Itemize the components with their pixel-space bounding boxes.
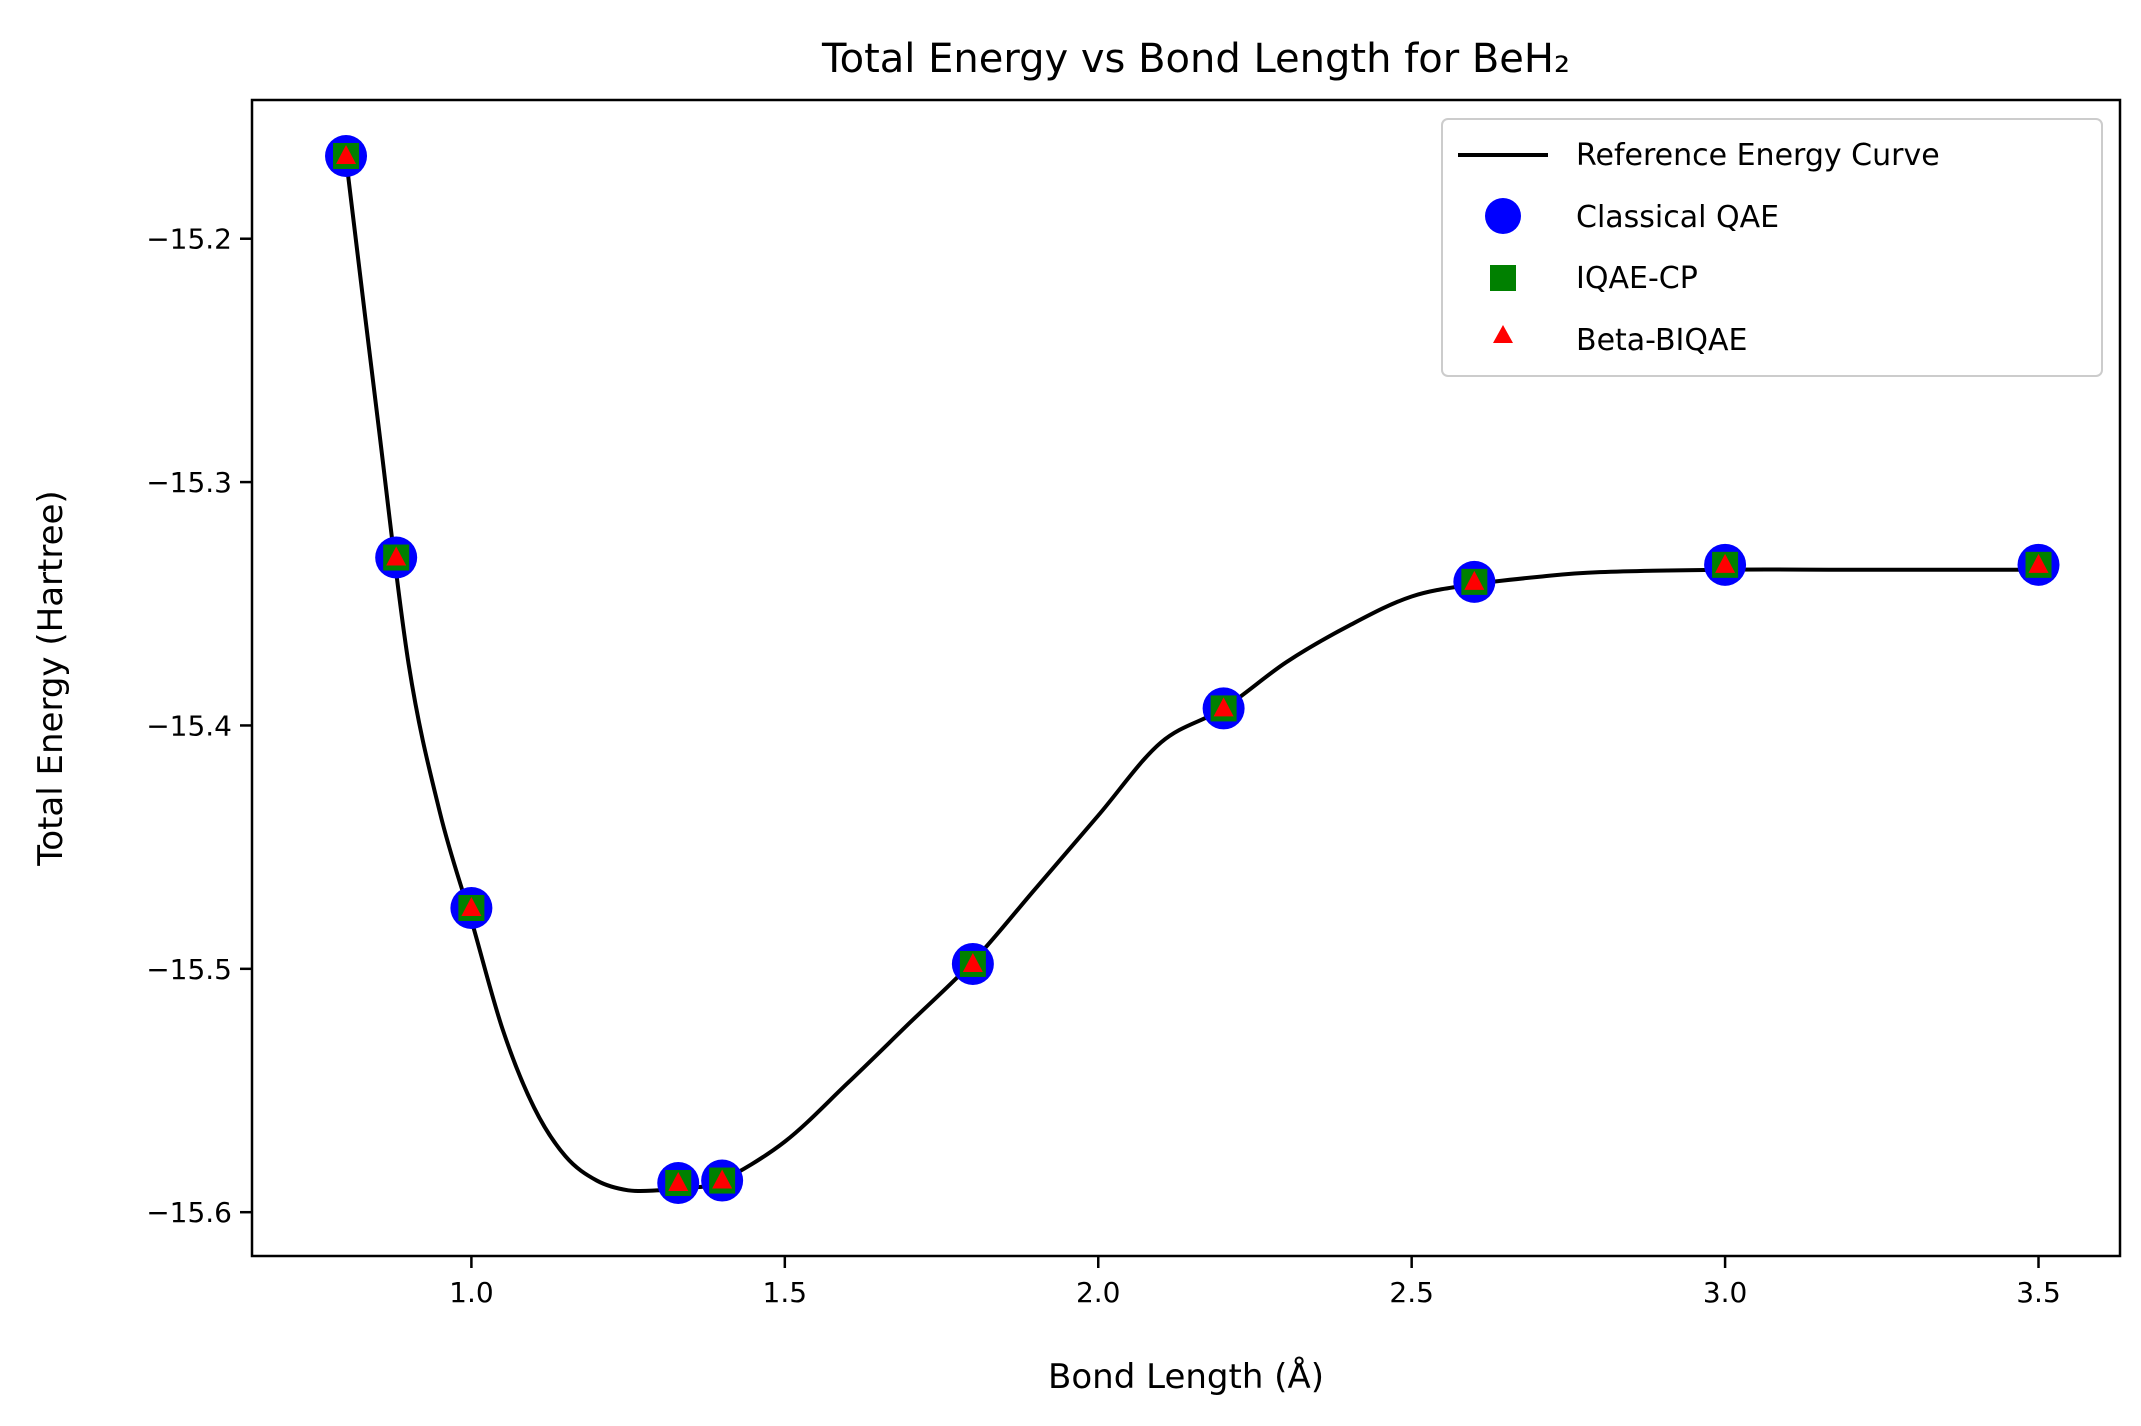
reference-curve-layer	[344, 158, 2039, 1194]
x-tick-label: 1.5	[763, 1276, 808, 1309]
legend-box	[1441, 118, 2103, 377]
legend-circle-icon	[1485, 198, 1521, 234]
beta-biqae-point	[962, 952, 983, 972]
reference-energy-curve	[344, 158, 2039, 1194]
legend-triangle-icon	[1493, 325, 1513, 343]
x-tick-label: 3.5	[2016, 1276, 2061, 1309]
beta-biqae-point	[2028, 553, 2049, 573]
beta-biqae-point	[712, 1169, 733, 1189]
legend-label-classical: Classical QAE	[1576, 200, 1779, 235]
beta-biqae-point	[336, 144, 357, 164]
x-tick-label: 2.0	[1076, 1276, 1121, 1309]
chart-title: Total Energy vs Bond Length for BeH₂	[821, 36, 1570, 82]
x-tick-label: 1.0	[449, 1276, 494, 1309]
beta-biqae-point	[1213, 697, 1234, 717]
beta-biqae-point	[386, 546, 407, 566]
x-axis-label: Bond Length (Å)	[1048, 1356, 1324, 1397]
y-axis-label: Total Energy (Hartree)	[31, 490, 71, 866]
beta-biqae-point	[1715, 553, 1736, 573]
legend: Reference Energy Curve Classical QAE IQA…	[1441, 118, 2103, 377]
legend-label-reference: Reference Energy Curve	[1576, 138, 1940, 173]
markers-layer	[325, 134, 2060, 1204]
beta-biqae-point	[1464, 570, 1485, 590]
legend-square-icon	[1490, 265, 1516, 291]
y-tick-label: −15.3	[146, 466, 232, 499]
plot-frame	[250, 98, 2122, 1258]
x-tick-label: 2.5	[1389, 1276, 1434, 1309]
x-tick-label: 3.0	[1703, 1276, 1748, 1309]
axis-ticks: 1.0 1.5 2.0 2.5 3.0 3.5 −15.2 −15.3 −15.4 −15.5 −1…	[146, 223, 2061, 1309]
y-tick-label: −15.2	[146, 223, 232, 256]
beta-biqae-point	[461, 896, 482, 916]
y-tick-label: −15.6	[146, 1196, 232, 1229]
y-tick-label: −15.4	[146, 709, 232, 742]
beta-biqae-point	[668, 1171, 689, 1191]
legend-label-iqae: IQAE-CP	[1576, 261, 1698, 296]
legend-label-beta: Beta-BIQAE	[1576, 323, 1747, 358]
y-tick-label: −15.5	[146, 953, 232, 986]
